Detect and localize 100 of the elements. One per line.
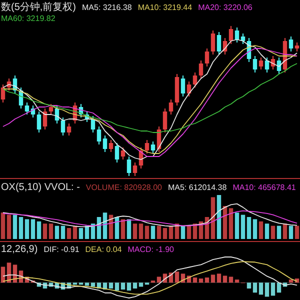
candlestick bbox=[204, 48, 210, 67]
text: MA10: 465678.41 bbox=[232, 183, 296, 192]
bar bbox=[144, 226, 150, 239]
bar bbox=[234, 212, 240, 239]
bar bbox=[42, 224, 48, 239]
candlestick bbox=[120, 147, 126, 160]
candlestick bbox=[288, 36, 294, 52]
bar bbox=[258, 282, 264, 295]
bar bbox=[126, 219, 132, 239]
bar bbox=[132, 282, 138, 289]
candlestick bbox=[150, 141, 156, 154]
bar bbox=[114, 282, 120, 291]
series-label: MA5: 612014.38 bbox=[168, 183, 228, 192]
bar bbox=[234, 280, 240, 283]
candlestick bbox=[144, 140, 150, 154]
bar bbox=[222, 276, 228, 283]
bar bbox=[210, 274, 216, 283]
bar bbox=[0, 212, 6, 239]
text: MA20: 3220.06 bbox=[198, 3, 253, 12]
candlestick bbox=[162, 108, 168, 133]
bar bbox=[192, 278, 198, 283]
bar bbox=[156, 226, 162, 239]
bar bbox=[180, 226, 186, 239]
bar bbox=[6, 214, 12, 239]
bar bbox=[216, 274, 222, 283]
bar bbox=[156, 276, 162, 283]
bar bbox=[138, 282, 144, 287]
candlestick bbox=[234, 27, 240, 43]
bar bbox=[0, 266, 6, 283]
candlestick bbox=[258, 57, 264, 70]
bar bbox=[288, 226, 294, 239]
candlestick bbox=[24, 102, 30, 115]
bar bbox=[12, 214, 18, 239]
candlestick bbox=[126, 156, 132, 176]
bar bbox=[264, 282, 270, 297]
candlestick bbox=[252, 56, 258, 73]
bar bbox=[108, 282, 114, 289]
bar bbox=[120, 219, 126, 239]
candlestick bbox=[132, 162, 138, 176]
bar bbox=[126, 282, 132, 291]
bar bbox=[240, 214, 246, 239]
text: VOLUME: 820928.00 bbox=[86, 183, 163, 192]
text: MA60: 3219.82 bbox=[1, 14, 56, 23]
bar bbox=[60, 226, 66, 239]
candlestick bbox=[228, 26, 234, 44]
bar bbox=[228, 276, 234, 283]
candlestick bbox=[36, 111, 42, 133]
candlestick bbox=[198, 60, 204, 79]
bar bbox=[54, 226, 60, 239]
bar bbox=[84, 282, 90, 286]
chart-title: 12,26,9) bbox=[1, 244, 38, 255]
chart-title: 数(5分钟,前复权) bbox=[1, 1, 76, 13]
bar bbox=[276, 282, 282, 293]
bar bbox=[252, 219, 258, 239]
text: MACD: -1.90 bbox=[128, 245, 175, 254]
bar bbox=[168, 226, 174, 239]
text: MA10: 3219.44 bbox=[138, 3, 193, 12]
bar bbox=[276, 226, 282, 239]
bar bbox=[138, 224, 144, 239]
bar bbox=[270, 282, 276, 296]
bar bbox=[258, 221, 264, 239]
chart-title: OX(5,10) VVOL: - bbox=[1, 182, 80, 193]
bar bbox=[270, 226, 276, 239]
bar bbox=[294, 226, 300, 239]
bar bbox=[198, 278, 204, 283]
candlestick bbox=[48, 104, 54, 115]
bar bbox=[120, 282, 126, 290]
bar bbox=[36, 221, 42, 239]
bar bbox=[174, 272, 180, 283]
text: DIF: -0.91 bbox=[44, 245, 80, 254]
bar bbox=[252, 282, 258, 293]
bar bbox=[264, 224, 270, 239]
bar bbox=[246, 217, 252, 239]
candlestick bbox=[264, 57, 270, 73]
candlestick bbox=[102, 135, 108, 152]
bar bbox=[228, 208, 234, 239]
bar bbox=[186, 226, 192, 239]
text: MA5: 3216.38 bbox=[82, 3, 132, 12]
candlestick bbox=[60, 117, 66, 136]
bar bbox=[78, 228, 84, 239]
candlestick bbox=[168, 99, 174, 115]
candlestick bbox=[216, 32, 222, 55]
bar bbox=[150, 226, 156, 239]
bar bbox=[18, 217, 24, 239]
candlestick bbox=[108, 140, 114, 152]
bar bbox=[90, 282, 96, 287]
candlestick bbox=[66, 123, 72, 136]
candlestick bbox=[192, 72, 198, 88]
bar bbox=[204, 278, 210, 283]
bar bbox=[48, 224, 54, 239]
bar bbox=[282, 224, 288, 239]
candlestick bbox=[114, 142, 120, 163]
bar bbox=[24, 219, 30, 239]
bar bbox=[246, 282, 252, 289]
text: DEA: 0.04 bbox=[85, 245, 122, 254]
bar bbox=[66, 228, 72, 239]
bar bbox=[30, 219, 36, 239]
candlestick bbox=[210, 30, 216, 55]
bar bbox=[162, 228, 168, 239]
candlestick bbox=[96, 126, 102, 145]
